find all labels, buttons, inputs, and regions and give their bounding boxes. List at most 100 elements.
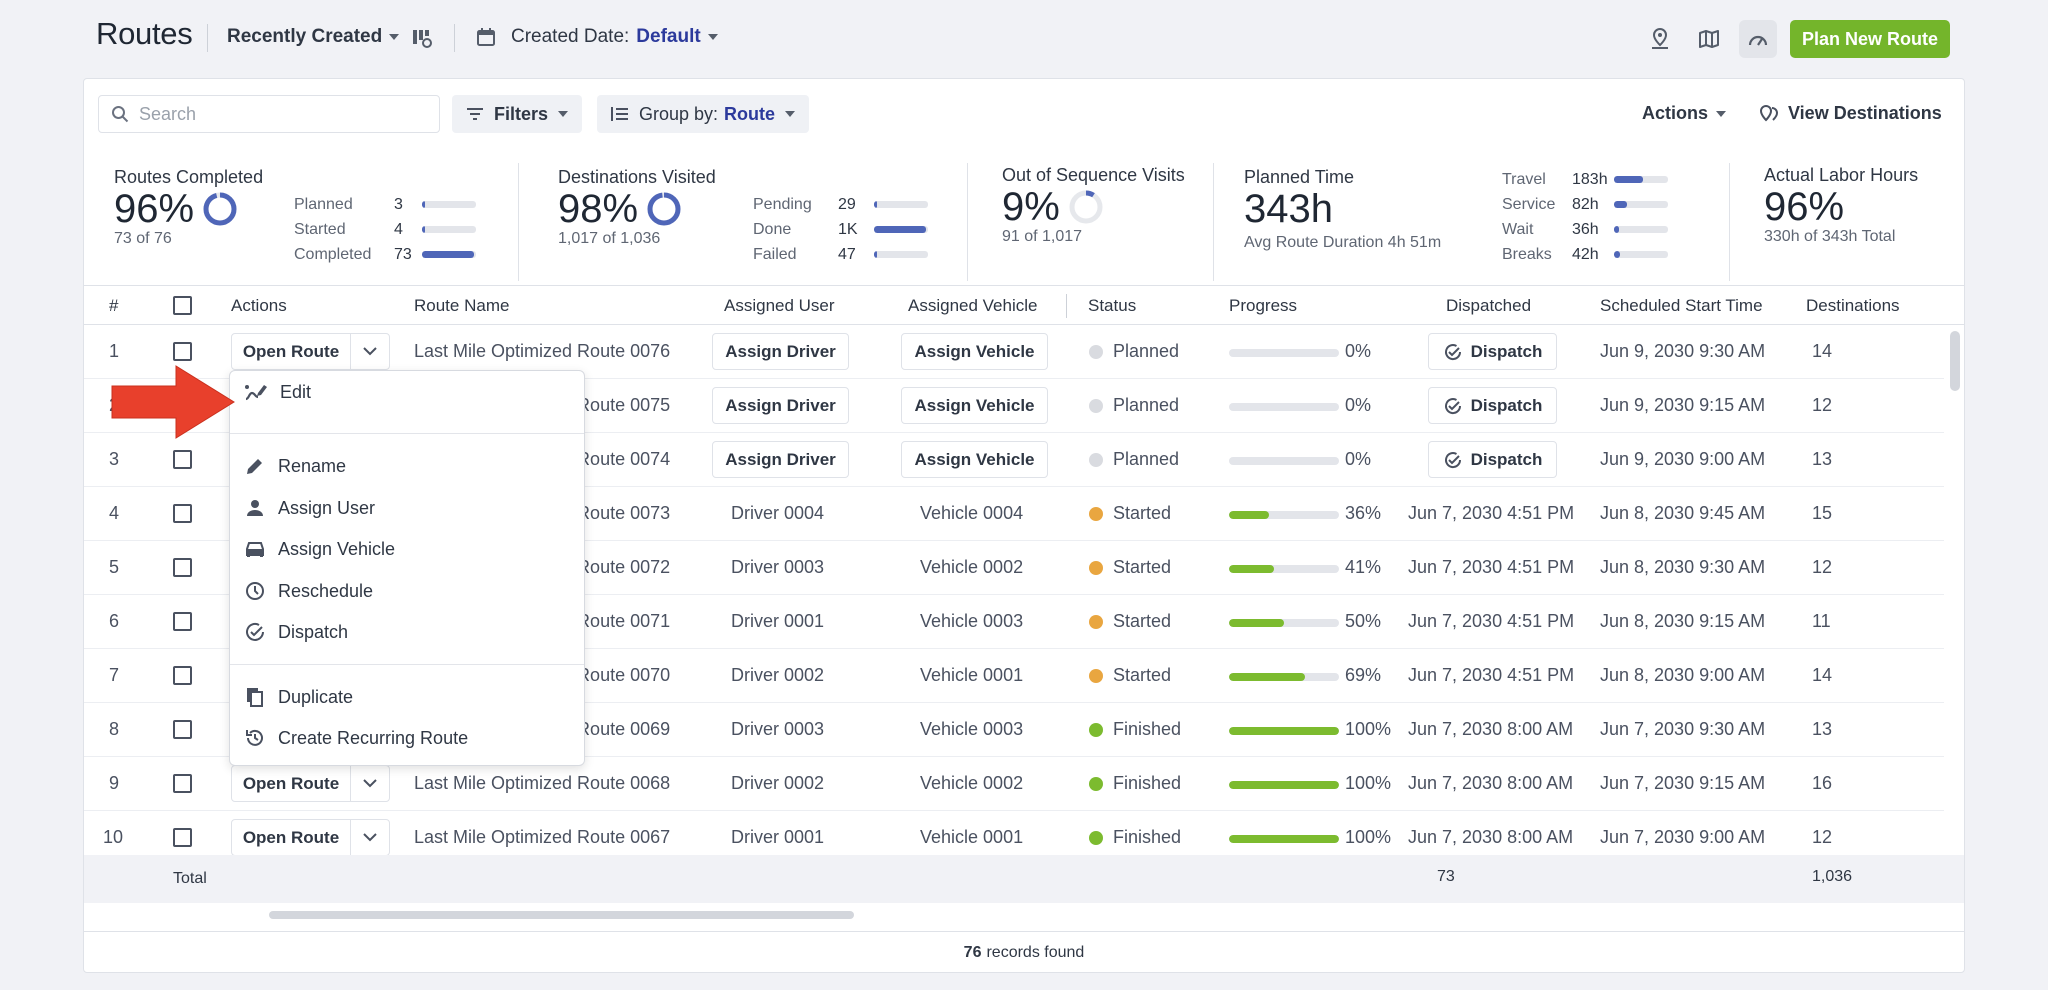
progress-bar (1229, 835, 1339, 843)
route-name[interactable]: Last Mile Optimized Route 0068 (414, 773, 671, 793)
menu-item-assign-user[interactable]: Assign User (230, 488, 584, 528)
status-text: Started (1113, 503, 1172, 523)
table-row[interactable]: 1 Open Route Last Mile Optimized Route 007… (84, 325, 1944, 379)
assign-driver-button[interactable]: Assign Driver (712, 333, 849, 370)
dashboard-gauge-icon[interactable] (1739, 20, 1777, 58)
row-number: 4 (109, 503, 120, 523)
table-row[interactable]: 9 Open Route Last Mile Optimized Route 006… (84, 757, 1944, 811)
assigned-user[interactable]: Driver 0003 (731, 557, 825, 577)
horizontal-scrollbar[interactable] (269, 911, 854, 919)
chevron-down-icon[interactable] (351, 766, 389, 801)
dispatch-button[interactable]: Dispatch (1428, 333, 1557, 370)
group-by-value: Route (724, 103, 776, 124)
date-filter-dropdown[interactable]: Created Date: Default (476, 26, 718, 48)
dispatch-button[interactable]: Dispatch (1428, 441, 1557, 478)
records-suffix: records found (986, 943, 1085, 961)
row-checkbox[interactable] (173, 720, 192, 739)
stat-value: 98% (558, 187, 639, 231)
sort-dropdown[interactable]: Recently Created (227, 26, 400, 48)
view-destinations-button[interactable]: View Destinations (1758, 103, 1942, 124)
col-assigned-user[interactable]: Assigned User (724, 296, 835, 315)
assign-vehicle-button[interactable]: Assign Vehicle (901, 387, 1048, 424)
status-text: Started (1113, 611, 1172, 631)
total-label: Total (173, 870, 207, 887)
status-text: Planned (1113, 395, 1180, 415)
column-settings-icon[interactable] (411, 27, 433, 49)
row-checkbox[interactable] (173, 774, 192, 793)
col-status[interactable]: Status (1088, 296, 1137, 315)
row-checkbox[interactable] (173, 666, 192, 685)
search-input[interactable]: Search (98, 95, 440, 133)
assign-driver-button[interactable]: Assign Driver (712, 387, 849, 424)
chevron-down-icon[interactable] (351, 820, 389, 855)
assigned-vehicle[interactable]: Vehicle 0001 (920, 827, 1024, 847)
assigned-vehicle[interactable]: Vehicle 0001 (920, 665, 1024, 685)
col-destinations[interactable]: Destinations (1806, 296, 1900, 315)
assigned-user[interactable]: Driver 0002 (731, 773, 825, 793)
menu-divider (230, 664, 584, 665)
assigned-vehicle[interactable]: Vehicle 0002 (920, 773, 1024, 793)
actions-dropdown[interactable]: Actions (1642, 103, 1727, 124)
group-by-dropdown[interactable]: Group by: Route (597, 95, 810, 133)
location-pin-icon[interactable] (1641, 20, 1679, 58)
status-dot (1089, 669, 1103, 683)
row-checkbox[interactable] (173, 504, 192, 523)
menu-item-label: Reschedule (278, 580, 374, 601)
col-assigned-vehicle[interactable]: Assigned Vehicle (908, 296, 1038, 315)
status-text: Finished (1113, 827, 1182, 847)
stat-divider (967, 163, 968, 281)
menu-item-dispatch[interactable]: Dispatch (230, 612, 584, 652)
select-all-checkbox[interactable] (173, 296, 192, 315)
assigned-user[interactable]: Driver 0001 (731, 611, 825, 631)
scheduled-start-time: Jun 7, 2030 9:30 AM (1600, 719, 1766, 739)
mini-bar (874, 251, 928, 258)
row-checkbox[interactable] (173, 558, 192, 577)
assign-driver-button[interactable]: Assign Driver (712, 441, 849, 478)
plan-new-route-button[interactable]: Plan New Route (1790, 20, 1950, 58)
progress-bar (1229, 403, 1339, 411)
assigned-vehicle[interactable]: Vehicle 0004 (920, 503, 1024, 523)
filters-button[interactable]: Filters (452, 95, 583, 133)
map-icon[interactable] (1690, 20, 1728, 58)
assigned-user[interactable]: Driver 0003 (731, 719, 825, 739)
dispatch-button[interactable]: Dispatch (1428, 387, 1557, 424)
row-checkbox[interactable] (173, 450, 192, 469)
row-checkbox[interactable] (173, 342, 192, 361)
chevron-down-icon[interactable] (351, 334, 389, 369)
scheduled-start-time: Jun 9, 2030 9:30 AM (1600, 341, 1766, 361)
menu-item-duplicate[interactable]: Duplicate (230, 677, 584, 717)
open-route-button[interactable]: Open Route (232, 820, 351, 855)
open-route-button[interactable]: Open Route (232, 334, 351, 369)
assigned-user[interactable]: Driver 0004 (731, 503, 825, 523)
progress-bar (1229, 565, 1339, 573)
stat-value: 343h (1244, 187, 1333, 231)
row-checkbox[interactable] (173, 612, 192, 631)
assigned-user[interactable]: Driver 0001 (731, 827, 825, 847)
vertical-scrollbar[interactable] (1950, 331, 1960, 391)
col-route-name[interactable]: Route Name (414, 296, 510, 315)
row-checkbox[interactable] (173, 828, 192, 847)
assign-vehicle-button[interactable]: Assign Vehicle (901, 333, 1048, 370)
assigned-user[interactable]: Driver 0002 (731, 665, 825, 685)
assigned-vehicle[interactable]: Vehicle 0003 (920, 719, 1024, 739)
assigned-vehicle[interactable]: Vehicle 0002 (920, 557, 1024, 577)
stat-sub: 1,017 of 1,036 (558, 230, 661, 247)
open-route-button[interactable]: Open Route (232, 766, 351, 801)
assigned-vehicle[interactable]: Vehicle 0003 (920, 611, 1024, 631)
menu-item-rename[interactable]: Rename (230, 446, 584, 486)
red-arrow-annotation (111, 365, 235, 439)
progress-bar (1229, 673, 1339, 681)
menu-item-create-recurring[interactable]: Create Recurring Route (230, 718, 584, 758)
menu-item-edit[interactable]: Edit (230, 372, 584, 412)
menu-divider (230, 433, 584, 434)
col-progress[interactable]: Progress (1229, 296, 1298, 315)
route-name[interactable]: Last Mile Optimized Route 0067 (414, 827, 671, 847)
route-name[interactable]: Last Mile Optimized Route 0076 (414, 341, 671, 361)
menu-item-reschedule[interactable]: Reschedule (230, 571, 584, 611)
col-scheduled-start[interactable]: Scheduled Start Time (1600, 296, 1763, 315)
actions-label: Actions (1642, 103, 1709, 123)
progress-bar (1229, 727, 1339, 735)
col-dispatched[interactable]: Dispatched (1446, 296, 1532, 315)
menu-item-assign-vehicle[interactable]: Assign Vehicle (230, 529, 584, 569)
assign-vehicle-button[interactable]: Assign Vehicle (901, 441, 1048, 478)
